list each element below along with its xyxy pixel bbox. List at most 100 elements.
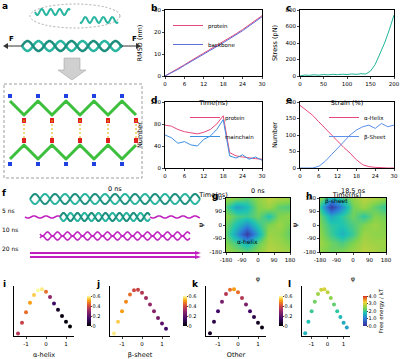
svg-text:backbone: backbone xyxy=(208,42,235,48)
svg-text:0: 0 xyxy=(44,341,48,347)
svg-text:800: 800 xyxy=(286,7,297,13)
svg-text:-1: -1 xyxy=(23,341,28,347)
svg-text:Time(ns): Time(ns) xyxy=(198,99,228,107)
svg-text:φ: φ xyxy=(256,275,260,283)
svg-text:0: 0 xyxy=(326,341,330,347)
svg-text:30: 30 xyxy=(259,81,266,87)
svg-text:0: 0 xyxy=(158,73,162,79)
svg-text:a: a xyxy=(2,1,8,11)
svg-text:-90: -90 xyxy=(238,257,247,263)
svg-text:30: 30 xyxy=(154,7,161,13)
svg-text:6: 6 xyxy=(317,173,321,179)
svg-text:e: e xyxy=(286,95,292,105)
svg-text:-1: -1 xyxy=(309,341,314,347)
svg-text:50: 50 xyxy=(289,148,296,154)
svg-text:k: k xyxy=(192,279,199,289)
svg-text:18: 18 xyxy=(220,81,227,87)
svg-text:10: 10 xyxy=(154,51,161,57)
svg-text:1: 1 xyxy=(256,341,260,347)
svg-text:-90: -90 xyxy=(332,257,341,263)
svg-text:-90: -90 xyxy=(213,235,222,241)
svg-text:18: 18 xyxy=(353,173,360,179)
svg-text:0 ns: 0 ns xyxy=(251,187,265,195)
svg-text:0.2: 0.2 xyxy=(93,313,101,319)
svg-text:1: 1 xyxy=(160,341,164,347)
svg-text:12: 12 xyxy=(200,81,207,87)
svg-text:-90: -90 xyxy=(307,235,316,241)
svg-text:Time(ns): Time(ns) xyxy=(332,191,362,199)
svg-text:100: 100 xyxy=(342,81,353,87)
svg-text:0.0: 0.0 xyxy=(369,323,377,329)
svg-text:1: 1 xyxy=(64,341,68,347)
svg-text:30: 30 xyxy=(259,173,266,179)
svg-text:0.6: 0.6 xyxy=(93,293,101,299)
svg-text:α-helix: α-helix xyxy=(33,351,55,359)
svg-text:1.0: 1.0 xyxy=(369,315,377,321)
svg-text:0: 0 xyxy=(158,165,162,171)
svg-text:0.2: 0.2 xyxy=(285,313,293,319)
svg-text:90: 90 xyxy=(215,208,222,214)
svg-text:c: c xyxy=(286,3,291,13)
svg-text:0.4: 0.4 xyxy=(285,303,293,309)
svg-text:90: 90 xyxy=(271,257,278,263)
svg-text:20: 20 xyxy=(154,29,161,35)
svg-text:10 ns: 10 ns xyxy=(2,226,18,233)
svg-text:-1: -1 xyxy=(119,341,124,347)
svg-text:0: 0 xyxy=(140,341,144,347)
svg-text:0: 0 xyxy=(93,323,96,329)
svg-text:β-sheet: β-sheet xyxy=(128,351,153,359)
svg-text:F: F xyxy=(9,35,14,43)
svg-text:600: 600 xyxy=(286,23,297,29)
svg-text:120: 120 xyxy=(151,99,162,105)
svg-text:0: 0 xyxy=(285,323,288,329)
svg-text:Number: Number xyxy=(136,122,144,148)
svg-text:0: 0 xyxy=(236,341,240,347)
svg-text:180: 180 xyxy=(212,195,223,201)
svg-text:180: 180 xyxy=(306,195,317,201)
svg-text:200: 200 xyxy=(286,99,297,105)
svg-text:0.2: 0.2 xyxy=(189,313,197,319)
svg-text:-1: -1 xyxy=(215,341,220,347)
svg-text:β-sheet: β-sheet xyxy=(325,197,348,205)
svg-text:150: 150 xyxy=(365,81,376,87)
svg-text:4.0: 4.0 xyxy=(369,293,377,299)
svg-text:β-Sheet: β-Sheet xyxy=(364,134,386,141)
svg-text:2.0: 2.0 xyxy=(369,308,377,314)
svg-text:b: b xyxy=(151,3,158,13)
svg-text:0.4: 0.4 xyxy=(93,303,101,309)
svg-text:0: 0 xyxy=(293,73,297,79)
svg-text:Stress (pN): Stress (pN) xyxy=(271,25,279,61)
svg-text:0 ns: 0 ns xyxy=(108,185,122,193)
svg-text:φ: φ xyxy=(351,275,355,283)
svg-text:-180: -180 xyxy=(304,249,317,255)
svg-text:ψ: ψ xyxy=(197,223,205,227)
svg-text:0: 0 xyxy=(313,222,317,228)
svg-text:30: 30 xyxy=(391,173,398,179)
svg-text:0.4: 0.4 xyxy=(189,303,197,309)
svg-text:protein: protein xyxy=(208,23,228,30)
svg-text:50: 50 xyxy=(320,81,327,87)
svg-text:1: 1 xyxy=(342,341,346,347)
svg-text:6: 6 xyxy=(183,81,187,87)
svg-text:150: 150 xyxy=(286,115,297,121)
svg-text:-180: -180 xyxy=(220,257,233,263)
svg-text:200: 200 xyxy=(286,56,297,62)
svg-text:40: 40 xyxy=(154,143,161,149)
svg-text:180: 180 xyxy=(381,257,392,263)
svg-text:α-helix: α-helix xyxy=(237,238,258,245)
svg-text:0.6: 0.6 xyxy=(189,293,197,299)
svg-text:j: j xyxy=(96,279,100,289)
svg-text:-180: -180 xyxy=(314,257,327,263)
svg-text:400: 400 xyxy=(286,40,297,46)
svg-text:mainchain: mainchain xyxy=(225,134,254,140)
svg-text:20 ns: 20 ns xyxy=(2,245,18,252)
svg-text:12: 12 xyxy=(334,173,341,179)
svg-text:18.5 ns: 18.5 ns xyxy=(341,187,366,195)
svg-text:α-Helix: α-Helix xyxy=(364,115,384,121)
svg-text:180: 180 xyxy=(285,257,296,263)
svg-text:f: f xyxy=(2,188,6,198)
svg-text:0.6: 0.6 xyxy=(285,293,293,299)
svg-text:80: 80 xyxy=(154,121,161,127)
svg-text:24: 24 xyxy=(239,173,246,179)
svg-text:5 ns: 5 ns xyxy=(2,207,15,214)
